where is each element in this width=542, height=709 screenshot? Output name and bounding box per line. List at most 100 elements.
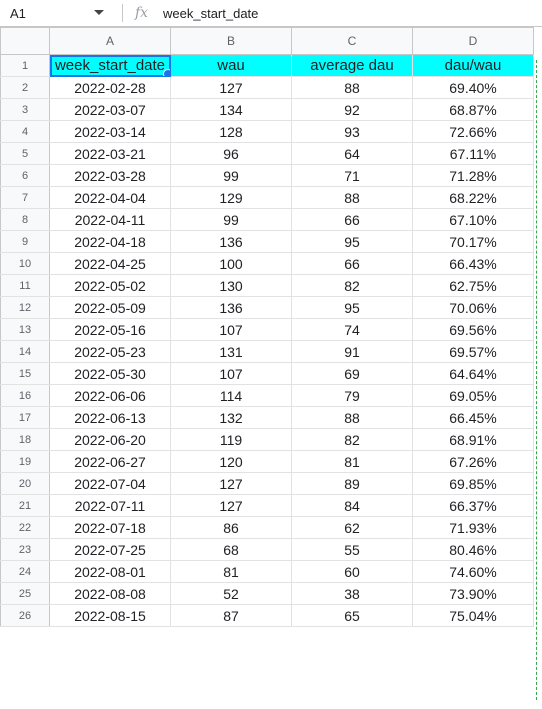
table-cell[interactable]: 129 — [170, 186, 292, 209]
table-cell[interactable]: 2022-08-08 — [49, 582, 171, 605]
header-cell[interactable]: dau/wau — [412, 54, 534, 77]
table-cell[interactable]: 2022-02-28 — [49, 76, 171, 99]
table-cell[interactable]: 2022-05-09 — [49, 296, 171, 319]
table-cell[interactable]: 68.22% — [412, 186, 534, 209]
table-cell[interactable]: 2022-03-14 — [49, 120, 171, 143]
table-cell[interactable]: 79 — [291, 384, 413, 407]
table-cell[interactable]: 127 — [170, 472, 292, 495]
row-header[interactable]: 17 — [0, 406, 50, 429]
table-cell[interactable]: 52 — [170, 582, 292, 605]
row-header[interactable]: 24 — [0, 560, 50, 583]
table-cell[interactable]: 38 — [291, 582, 413, 605]
row-header[interactable]: 3 — [0, 98, 50, 121]
table-cell[interactable]: 2022-07-04 — [49, 472, 171, 495]
table-cell[interactable]: 2022-03-21 — [49, 142, 171, 165]
table-cell[interactable]: 2022-07-11 — [49, 494, 171, 517]
header-cell[interactable]: week_start_date — [49, 54, 171, 77]
table-cell[interactable]: 75.04% — [412, 604, 534, 627]
table-cell[interactable]: 2022-03-07 — [49, 98, 171, 121]
table-cell[interactable]: 99 — [170, 208, 292, 231]
column-header[interactable]: C — [291, 27, 413, 55]
table-cell[interactable]: 119 — [170, 428, 292, 451]
table-cell[interactable]: 65 — [291, 604, 413, 627]
table-cell[interactable]: 107 — [170, 318, 292, 341]
table-cell[interactable]: 80.46% — [412, 538, 534, 561]
row-header[interactable]: 2 — [0, 76, 50, 99]
table-cell[interactable]: 70.06% — [412, 296, 534, 319]
table-cell[interactable]: 2022-05-16 — [49, 318, 171, 341]
table-cell[interactable]: 73.90% — [412, 582, 534, 605]
table-cell[interactable]: 107 — [170, 362, 292, 385]
table-cell[interactable]: 96 — [170, 142, 292, 165]
table-cell[interactable]: 2022-04-18 — [49, 230, 171, 253]
table-cell[interactable]: 92 — [291, 98, 413, 121]
formula-input[interactable]: week_start_date — [163, 5, 259, 21]
table-cell[interactable]: 66.43% — [412, 252, 534, 275]
row-header[interactable]: 20 — [0, 472, 50, 495]
table-cell[interactable]: 132 — [170, 406, 292, 429]
table-cell[interactable]: 99 — [170, 164, 292, 187]
row-header[interactable]: 13 — [0, 318, 50, 341]
table-cell[interactable]: 89 — [291, 472, 413, 495]
table-cell[interactable]: 86 — [170, 516, 292, 539]
table-cell[interactable]: 91 — [291, 340, 413, 363]
table-cell[interactable]: 68.87% — [412, 98, 534, 121]
table-cell[interactable]: 2022-06-20 — [49, 428, 171, 451]
table-cell[interactable]: 88 — [291, 186, 413, 209]
table-cell[interactable]: 2022-07-25 — [49, 538, 171, 561]
table-cell[interactable]: 2022-04-11 — [49, 208, 171, 231]
row-header[interactable]: 15 — [0, 362, 50, 385]
table-cell[interactable]: 127 — [170, 494, 292, 517]
table-cell[interactable]: 84 — [291, 494, 413, 517]
select-all-corner[interactable] — [0, 27, 50, 55]
table-cell[interactable]: 62.75% — [412, 274, 534, 297]
table-cell[interactable]: 88 — [291, 76, 413, 99]
table-cell[interactable]: 60 — [291, 560, 413, 583]
table-cell[interactable]: 66 — [291, 252, 413, 275]
row-header[interactable]: 12 — [0, 296, 50, 319]
table-cell[interactable]: 71.93% — [412, 516, 534, 539]
table-cell[interactable]: 71 — [291, 164, 413, 187]
table-cell[interactable]: 64.64% — [412, 362, 534, 385]
table-cell[interactable]: 72.66% — [412, 120, 534, 143]
table-cell[interactable]: 64 — [291, 142, 413, 165]
column-header[interactable]: B — [170, 27, 292, 55]
table-cell[interactable]: 71.28% — [412, 164, 534, 187]
name-box[interactable]: A1 — [0, 0, 112, 26]
chevron-down-icon[interactable] — [94, 10, 104, 15]
table-cell[interactable]: 62 — [291, 516, 413, 539]
table-cell[interactable]: 120 — [170, 450, 292, 473]
row-header[interactable]: 26 — [0, 604, 50, 627]
table-cell[interactable]: 67.10% — [412, 208, 534, 231]
table-cell[interactable]: 66.37% — [412, 494, 534, 517]
table-cell[interactable]: 2022-06-13 — [49, 406, 171, 429]
table-cell[interactable]: 2022-06-06 — [49, 384, 171, 407]
table-cell[interactable]: 74 — [291, 318, 413, 341]
table-cell[interactable]: 95 — [291, 296, 413, 319]
table-cell[interactable]: 82 — [291, 274, 413, 297]
table-cell[interactable]: 127 — [170, 76, 292, 99]
row-header[interactable]: 6 — [0, 164, 50, 187]
table-cell[interactable]: 128 — [170, 120, 292, 143]
fill-handle[interactable] — [163, 69, 170, 76]
row-header[interactable]: 19 — [0, 450, 50, 473]
row-header[interactable]: 8 — [0, 208, 50, 231]
row-header[interactable]: 5 — [0, 142, 50, 165]
table-cell[interactable]: 67.11% — [412, 142, 534, 165]
column-header[interactable]: D — [412, 27, 534, 55]
table-cell[interactable]: 2022-08-01 — [49, 560, 171, 583]
column-header[interactable]: A — [49, 27, 171, 55]
row-header[interactable]: 25 — [0, 582, 50, 605]
table-cell[interactable]: 134 — [170, 98, 292, 121]
table-cell[interactable]: 68.91% — [412, 428, 534, 451]
table-cell[interactable]: 131 — [170, 340, 292, 363]
row-header[interactable]: 4 — [0, 120, 50, 143]
table-cell[interactable]: 66.45% — [412, 406, 534, 429]
table-cell[interactable]: 130 — [170, 274, 292, 297]
table-cell[interactable]: 93 — [291, 120, 413, 143]
table-cell[interactable]: 2022-05-23 — [49, 340, 171, 363]
row-header[interactable]: 18 — [0, 428, 50, 451]
table-cell[interactable]: 136 — [170, 296, 292, 319]
table-cell[interactable]: 81 — [170, 560, 292, 583]
table-cell[interactable]: 55 — [291, 538, 413, 561]
